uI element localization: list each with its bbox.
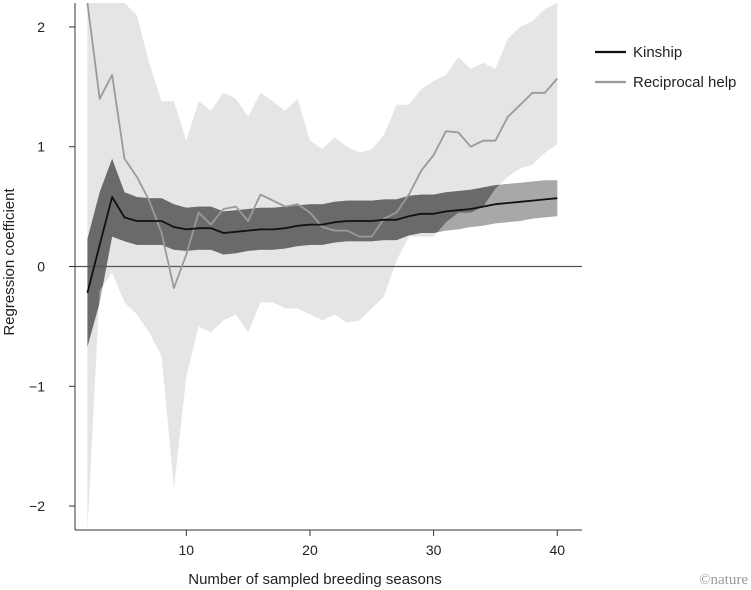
x-tick-label: 30 [426, 542, 442, 558]
legend-label-kinship: Kinship [633, 44, 682, 61]
y-ticks: −2 −1 0 1 2 [29, 19, 75, 514]
reciprocal-help-line [86, 2, 558, 289]
y-axis-title: Regression coefficient [1, 188, 18, 336]
ci-overlap-band [87, 158, 558, 347]
x-tick-label: 20 [302, 542, 318, 558]
series-lines [86, 2, 558, 294]
x-tick-label: 40 [549, 542, 565, 558]
x-ticks: 10 20 30 40 [179, 530, 565, 558]
legend-label-reciprocal-help: Reciprocal help [633, 74, 736, 91]
kinship-line [86, 196, 558, 294]
x-axis-title: Number of sampled breeding seasons [188, 571, 441, 588]
nature-credit: ©nature [699, 572, 748, 588]
y-tick-label: 2 [37, 19, 45, 35]
y-tick-label: 0 [37, 259, 45, 275]
x-tick-label: 10 [179, 542, 195, 558]
y-tick-label: −2 [29, 498, 45, 514]
plot-area [75, 2, 582, 530]
y-tick-label: −1 [29, 378, 45, 394]
legend: Kinship Reciprocal help [595, 44, 736, 91]
y-tick-label: 1 [37, 139, 45, 155]
